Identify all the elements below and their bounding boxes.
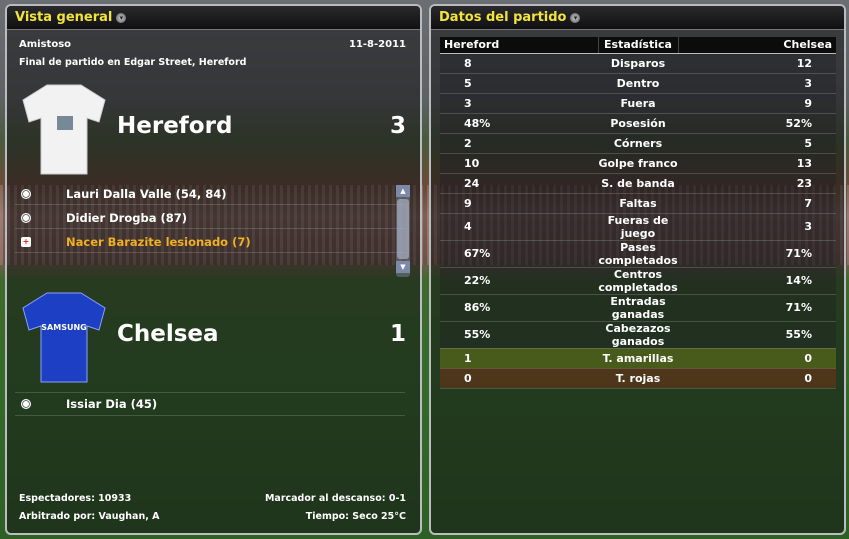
home-value: 4	[440, 213, 598, 241]
scroll-thumb[interactable]	[397, 199, 409, 259]
event-item: + Nacer Barazite lesionado (7)	[15, 231, 405, 253]
overview-title[interactable]: Vista general ▾	[7, 6, 420, 30]
away-value: 5	[678, 133, 836, 154]
stat-row: 8 Disparos 12	[440, 53, 836, 74]
column-header-home[interactable]: Hereford	[440, 37, 598, 54]
stat-row: 4 Fueras de juego 3	[440, 213, 836, 241]
stat-name: Disparos	[598, 53, 678, 74]
home-value: 22%	[440, 267, 598, 295]
weather: Tiempo: Seco 25°C	[305, 511, 406, 522]
column-header-away[interactable]: Chelsea	[678, 37, 836, 54]
stat-row: 86% Entradas ganadas 71%	[440, 294, 836, 322]
home-value: 86%	[440, 294, 598, 322]
competition: Amistoso	[19, 39, 72, 50]
injury-icon: +	[21, 236, 31, 247]
stat-row: 48% Posesión 52%	[440, 113, 836, 134]
stat-row: 9 Faltas 7	[440, 193, 836, 214]
match-stats-panel: Datos del partido ▾ Hereford Estadística …	[429, 4, 846, 535]
stat-name: Fuera	[598, 93, 678, 114]
stat-name: Pases completados	[598, 240, 678, 268]
away-value: 13	[678, 153, 836, 174]
home-value: 55%	[440, 321, 598, 349]
stat-row: 3 Fuera 9	[440, 93, 836, 114]
match-date: 11-8-2011	[348, 39, 406, 50]
event-item: Didier Drogba (87)	[15, 207, 405, 229]
column-header-stat[interactable]: Estadística	[597, 37, 679, 54]
home-value: 5	[440, 73, 598, 94]
stat-row: 10 Golpe franco 13	[440, 153, 836, 174]
stat-name: Cabezazos ganados	[598, 321, 678, 349]
goal-ball-icon	[21, 188, 31, 199]
stat-row: 2 Córners 5	[440, 133, 836, 154]
scroll-down-button[interactable]: ▼	[396, 261, 410, 273]
scroll-up-button[interactable]: ▲	[396, 185, 410, 197]
away-kit-icon: SAMSUNG	[22, 292, 106, 383]
event-item: Lauri Dalla Valle (54, 84)	[15, 183, 405, 205]
away-value: 23	[678, 173, 836, 194]
attendance: Espectadores: 10933	[19, 493, 132, 504]
stat-name: T. rojas	[598, 368, 678, 389]
home-value: 48%	[440, 113, 598, 134]
home-kit-icon	[22, 84, 106, 175]
dropdown-icon[interactable]: ▾	[116, 12, 127, 23]
match-subtitle: Final de partido en Edgar Street, Herefo…	[19, 57, 247, 68]
home-team-name: Hereford	[117, 113, 233, 139]
halftime-score: Marcador al descanso: 0-1	[264, 493, 406, 504]
home-value: 10	[440, 153, 598, 174]
stat-row: 67% Pases completados 71%	[440, 240, 836, 268]
stat-name: Posesión	[598, 113, 678, 134]
away-value: 3	[678, 73, 836, 94]
away-value: 0	[678, 348, 836, 369]
away-value: 12	[678, 53, 836, 74]
away-value: 71%	[678, 240, 836, 268]
away-team-name: Chelsea	[117, 321, 219, 347]
event-item: Issiar Dia (45)	[15, 392, 405, 416]
stat-name: Golpe franco	[598, 153, 678, 174]
home-value: 9	[440, 193, 598, 214]
stat-row: 1 T. amarillas 0	[440, 348, 836, 369]
away-value: 7	[678, 193, 836, 214]
stat-row: 5 Dentro 3	[440, 73, 836, 94]
stat-row: 22% Centros completados 14%	[440, 267, 836, 295]
stat-row: 0 T. rojas 0	[440, 368, 836, 389]
away-value: 55%	[678, 321, 836, 349]
away-value: 3	[678, 213, 836, 241]
goal-ball-icon	[21, 399, 31, 409]
home-value: 2	[440, 133, 598, 154]
away-value: 52%	[678, 113, 836, 134]
stats-title[interactable]: Datos del partido ▾	[431, 6, 844, 30]
away-value: 71%	[678, 294, 836, 322]
away-value: 0	[678, 368, 836, 389]
referee: Arbitrado por: Vaughan, A	[19, 511, 160, 522]
home-value: 3	[440, 93, 598, 114]
away-value: 14%	[678, 267, 836, 295]
stat-row: 55% Cabezazos ganados 55%	[440, 321, 836, 349]
stat-name: T. amarillas	[598, 348, 678, 369]
home-value: 24	[440, 173, 598, 194]
home-score: 3	[389, 113, 406, 139]
home-value: 0	[440, 368, 598, 389]
stat-name: S. de banda	[598, 173, 678, 194]
overview-panel: Vista general ▾ Amistoso 11-8-2011 Final …	[5, 4, 422, 535]
away-value: 9	[678, 93, 836, 114]
stat-name: Faltas	[598, 193, 678, 214]
stat-name: Entradas ganadas	[598, 294, 678, 322]
stats-table: Hereford Estadística Chelsea 8 Disparos 12…	[440, 37, 836, 389]
home-value: 8	[440, 53, 598, 74]
goal-ball-icon	[21, 212, 31, 223]
stat-row: 24 S. de banda 23	[440, 173, 836, 194]
stat-name: Fueras de juego	[598, 213, 678, 241]
stat-name: Centros completados	[598, 267, 678, 295]
home-value: 1	[440, 348, 598, 369]
stat-name: Dentro	[598, 73, 678, 94]
events-scrollbar[interactable]: ▲ ▼	[396, 185, 410, 277]
home-value: 67%	[440, 240, 598, 268]
svg-text:SAMSUNG: SAMSUNG	[41, 323, 86, 332]
away-score: 1	[389, 321, 406, 347]
dropdown-icon[interactable]: ▾	[570, 12, 581, 23]
stat-name: Córners	[598, 133, 678, 154]
